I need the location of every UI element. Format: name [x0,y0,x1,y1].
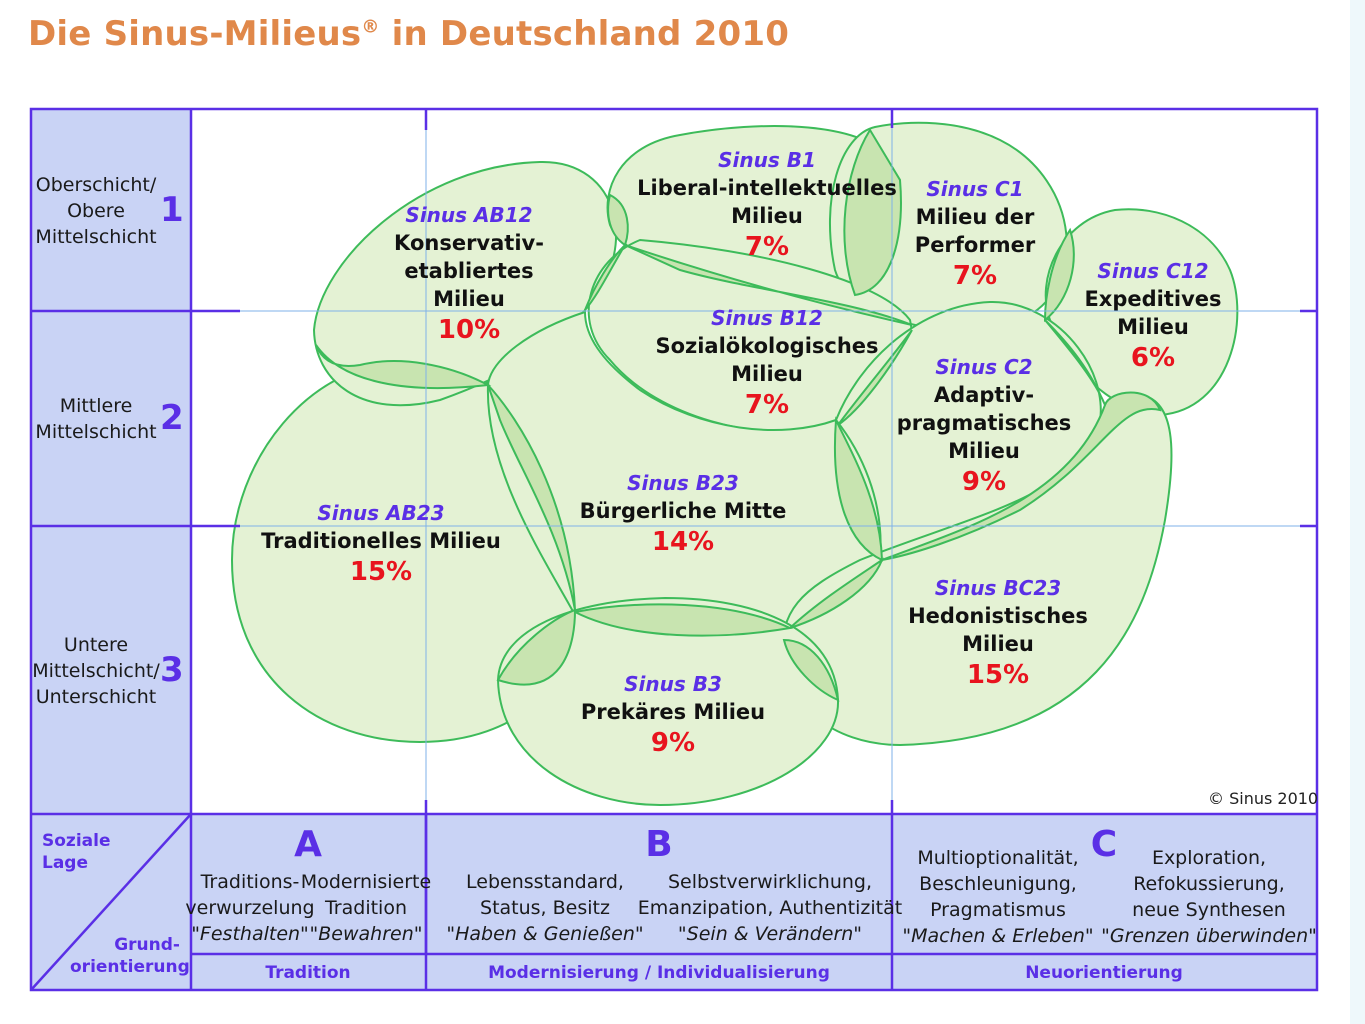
column-b-text-1: Lebensstandard, Status, Besitz "Haben & Ge… [446,871,644,945]
overlap-konservativ-sozialoeko [584,244,626,311]
row-header-panel [31,109,191,814]
milieu-hedonistisch: Sinus BC23 Hedonistisches Milieu 15% [908,576,1088,690]
milieu-sozialoekologisch: Sinus B12 Sozialökologisches Milieu 7% [655,306,879,420]
column-letter-c: C [1090,824,1118,865]
row-number-1: 1 [160,190,184,230]
overlap-buergerlich-prekaer [571,603,794,637]
corner-label-soziale-lage: Soziale Lage [42,831,111,873]
overlap-traditionell-prekaer [496,608,577,686]
copyright-note: © Sinus 2010 [1208,789,1319,808]
row-number-3: 3 [160,650,184,690]
overlap-hedonistisch-adaptiv [881,391,1162,561]
corner-label-grundorientierung: Grund-orientierung [70,935,190,977]
page-title: Die Sinus-Milieus® in Deutschland 2010 [28,14,790,54]
column-c-orientation: Neuorientierung [1025,963,1183,983]
overlap-liberal-performer [843,128,902,297]
row-label-3: Untere Mittelschicht/Unterschicht [32,634,160,708]
milieu-traditionell: Sinus AB23 Traditionelles Milieu 15% [261,501,501,587]
milieu-performer: Sinus C1 Milieu der Performer 7% [914,177,1036,291]
guide-lines [191,109,1317,814]
overlap-traditionell-konservativ [315,344,492,390]
column-letter-a: A [294,824,322,865]
milieu-konservativ-etabliert: Sinus AB12 Konservativ- etabliertes Mili… [394,203,544,345]
row-label-2: Mittlere Mittelschicht [35,395,157,443]
overlap-liberal-sozialoeko [624,244,913,326]
milieu-liberal-intellektuell: Sinus B1 Liberal-intellektuelles Milieu … [637,148,897,262]
right-edge-strip [1350,0,1365,1024]
milieu-prekaer: Sinus B3 Prekäres Milieu 9% [580,672,766,758]
overlap-prekaer-hedonistisch [782,638,840,702]
milieu-buergerliche-mitte: Sinus B23 Bürgerliche Mitte 14% [579,471,787,557]
column-b-orientation: Modernisierung / Individualisierung [488,963,830,983]
overlap-buergerlich-hedonistisch [789,557,885,629]
column-c-text-1: Multioptionalität, Beschleunigung, Pragmat… [902,847,1094,947]
milieu-adaptiv-pragmatisch: Sinus C2 Adaptiv- pragmatisches Milieu 9… [896,355,1072,497]
row-number-2: 2 [160,398,184,438]
column-c-text-2: Exploration, Refokussierung, neue Synthese… [1101,847,1317,947]
row-label-1: Oberschicht/Obere Mittelschicht [35,174,157,248]
column-a-orientation: Tradition [265,963,351,983]
milieu-expeditiv: Sinus C12 Expeditives Milieu 6% [1084,259,1222,373]
column-a-text-2: Modernisierte Tradition "Bewahren" [300,871,432,945]
column-b-text-2: Selbstverwirklichung, Emanzipation, Authe… [637,871,903,945]
bubble-prekaer [496,596,840,807]
grid-lines [29,107,1319,992]
bubble-overlaps [315,128,1162,702]
column-letter-b: B [645,824,673,865]
column-a-text-1: Traditions-verwurzelung "Festhalten" [185,871,315,945]
column-header-panel [31,814,1317,990]
